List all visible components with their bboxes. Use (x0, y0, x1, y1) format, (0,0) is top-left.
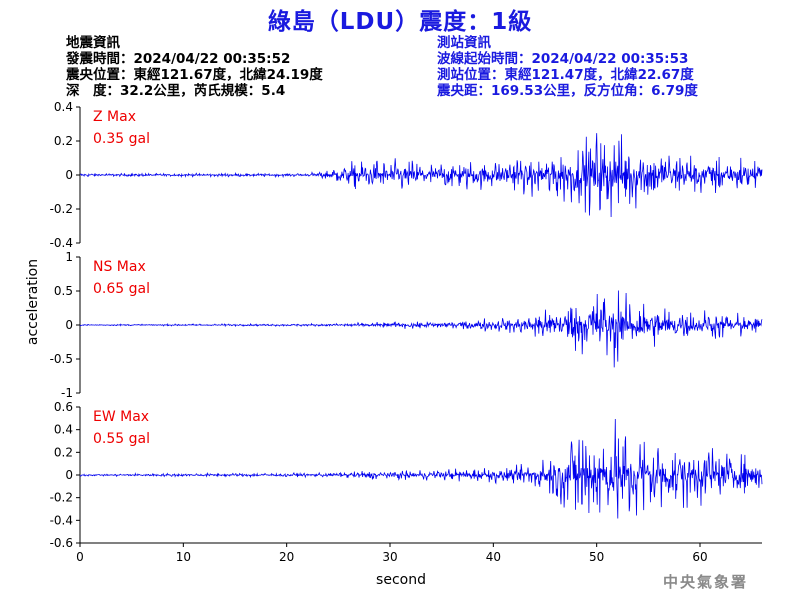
y-tick-label: 0.2 (54, 134, 73, 148)
quake-depth-magnitude: 深 度：32.2公里，芮氏規模：5.4 (66, 83, 286, 99)
waveform-trace-ew (79, 418, 763, 519)
y-tick-label: 0.6 (54, 400, 73, 414)
component-label-ew: EW Max (93, 409, 149, 425)
x-tick-label: 0 (76, 550, 84, 564)
agency-watermark: 中央氣象署 (662, 573, 748, 591)
y-tick-label: -0.6 (50, 536, 73, 550)
x-tick-label: 50 (589, 550, 604, 564)
x-axis-label: second (376, 572, 426, 588)
y-tick-label: 0 (65, 318, 73, 332)
component-max-z: 0.35 gal (93, 131, 150, 147)
x-tick-label: 20 (279, 550, 294, 564)
y-tick-label: 0 (65, 168, 73, 182)
y-tick-label: -0.5 (50, 352, 73, 366)
y-tick-label: 0 (65, 468, 73, 482)
component-label-z: Z Max (93, 109, 136, 125)
quake-epicenter: 震央位置：東經121.67度，北緯24.19度 (66, 67, 323, 83)
y-tick-label: 0.2 (54, 445, 73, 459)
y-tick-label: -0.4 (50, 513, 73, 527)
y-tick-label: -0.4 (50, 236, 73, 250)
component-label-ns: NS Max (93, 259, 146, 275)
x-tick-label: 10 (176, 550, 191, 564)
waveform-trace-ns (79, 290, 763, 368)
component-max-ew: 0.55 gal (93, 431, 150, 447)
waveform-trace-z (80, 133, 763, 218)
x-tick-label: 60 (692, 550, 707, 564)
y-tick-label: 0.5 (54, 284, 73, 298)
quake-info-block: 地震資訊 發震時間：2024/04/22 00:35:52 震央位置：東經121… (66, 35, 323, 99)
quake-origin-time: 發震時間：2024/04/22 00:35:52 (66, 51, 291, 67)
x-tick-label: 30 (382, 550, 397, 564)
station-info-block: 測站資訊 波線起始時間：2024/04/22 00:35:53 測站位置：東經1… (437, 35, 698, 99)
station-start-time: 波線起始時間：2024/04/22 00:35:53 (437, 51, 689, 67)
station-location: 測站位置：東經121.47度，北緯22.67度 (437, 67, 694, 83)
y-tick-label: -0.2 (50, 491, 73, 505)
y-axis-label: acceleration (25, 259, 41, 345)
station-distance-azimuth: 震央距：169.53公里，反方位角：6.79度 (437, 83, 698, 99)
y-tick-label: -1 (61, 386, 73, 400)
y-tick-label: -0.2 (50, 202, 73, 216)
x-tick-label: 40 (486, 550, 501, 564)
station-info-heading: 測站資訊 (437, 35, 491, 51)
quake-info-heading: 地震資訊 (66, 35, 120, 51)
page-title: 綠島（LDU）震度：1級 (267, 9, 533, 35)
component-max-ns: 0.65 gal (93, 281, 150, 297)
y-tick-label: 0.4 (54, 423, 73, 437)
y-tick-label: 0.4 (54, 100, 73, 114)
y-tick-label: 1 (65, 250, 73, 264)
